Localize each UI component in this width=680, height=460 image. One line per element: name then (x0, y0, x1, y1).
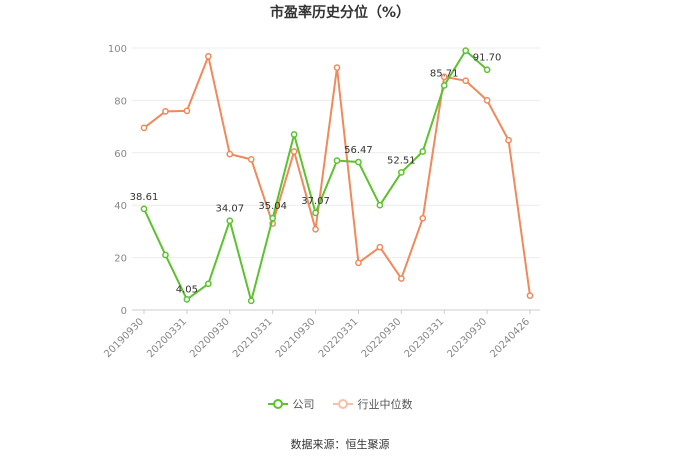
point-1-18 (526, 292, 534, 299)
point-1-2 (183, 107, 191, 115)
point-1-14 (440, 73, 448, 81)
x-tick-label-20210331: 20210331 (231, 316, 275, 360)
point-1-8 (312, 225, 319, 233)
data-label-10: 56.47 (344, 145, 373, 156)
point-1-1 (162, 108, 169, 115)
point-0-16 (483, 66, 491, 74)
legend-swatch-industry-median (332, 399, 353, 409)
legend-item-industry-median[interactable]: 行业中位数 (332, 396, 413, 412)
point-1-10 (355, 259, 362, 267)
legend-label-industry-median: 行业中位数 (357, 398, 413, 411)
data-label-16: 91.70 (473, 53, 502, 64)
legend-swatch-company (267, 399, 288, 409)
data-label-2: 4.05 (176, 284, 198, 295)
data-source: 数据来源：恒生聚源 (290, 438, 390, 451)
x-tick-label-20200331: 20200331 (145, 316, 189, 360)
point-0-6 (269, 214, 277, 222)
x-tick-label-20200930: 20200930 (188, 316, 232, 360)
point-1-12 (397, 275, 405, 282)
x-tick-label-20240426: 20240426 (488, 316, 532, 360)
point-0-15 (462, 47, 470, 54)
point-1-17 (505, 136, 512, 144)
point-0-7 (290, 131, 298, 138)
point-0-4 (226, 217, 234, 225)
y-tick-label-80: 80 (114, 96, 127, 107)
x-tick-label-20220930: 20220930 (360, 316, 404, 360)
data-label-12: 52.51 (387, 155, 416, 166)
chart-title: 市盈率历史分位（%） (269, 5, 411, 21)
point-0-3 (204, 280, 212, 288)
point-1-11 (376, 243, 384, 251)
point-0-5 (247, 297, 255, 305)
series-line-1 (143, 55, 531, 296)
point-1-5 (247, 156, 255, 163)
point-0-2 (183, 296, 191, 303)
y-tick-label-20: 20 (114, 254, 127, 265)
data-label-4: 34.07 (215, 204, 244, 215)
series-layer (140, 47, 534, 305)
x-tick-label-20230930: 20230930 (445, 316, 489, 360)
grid-layer (132, 47, 540, 311)
point-1-0 (140, 124, 148, 132)
point-1-9 (333, 64, 341, 72)
point-1-3 (204, 53, 212, 60)
legend: 公司 行业中位数 (0, 396, 680, 412)
x-tick-label-20190930: 20190930 (102, 316, 146, 360)
point-0-14 (440, 82, 448, 89)
y-tick-label-60: 60 (114, 149, 127, 160)
y-tick-label-40: 40 (114, 201, 127, 212)
point-0-12 (397, 169, 405, 176)
data-label-14: 85.71 (430, 68, 459, 79)
point-0-0 (140, 205, 148, 213)
point-1-7 (290, 148, 298, 155)
x-tick-label-20230331: 20230331 (403, 316, 447, 360)
data-label-8: 37.07 (301, 196, 330, 207)
point-0-13 (419, 148, 427, 155)
y-tick-label-100: 100 (108, 44, 127, 55)
point-1-15 (462, 77, 470, 85)
point-0-10 (355, 158, 362, 166)
point-1-4 (226, 150, 234, 158)
point-1-16 (483, 97, 491, 104)
point-0-11 (376, 201, 384, 209)
x-tick-label-20210930: 20210930 (274, 316, 318, 360)
y-tick-label-0: 0 (121, 306, 127, 317)
data-label-6: 35.04 (258, 201, 287, 212)
legend-item-company[interactable]: 公司 (267, 396, 315, 412)
data-label-layer: 38.61 4.05 34.07 35.04 37.07 56.47 52.51 85.71 9… (130, 53, 502, 296)
point-0-8 (312, 209, 319, 217)
x-tick-label-20220331: 20220331 (317, 316, 361, 360)
data-label-0: 38.61 (130, 192, 159, 203)
point-0-1 (162, 251, 169, 259)
point-1-13 (419, 214, 427, 222)
legend-label-company: 公司 (292, 398, 315, 411)
point-0-9 (333, 157, 341, 165)
